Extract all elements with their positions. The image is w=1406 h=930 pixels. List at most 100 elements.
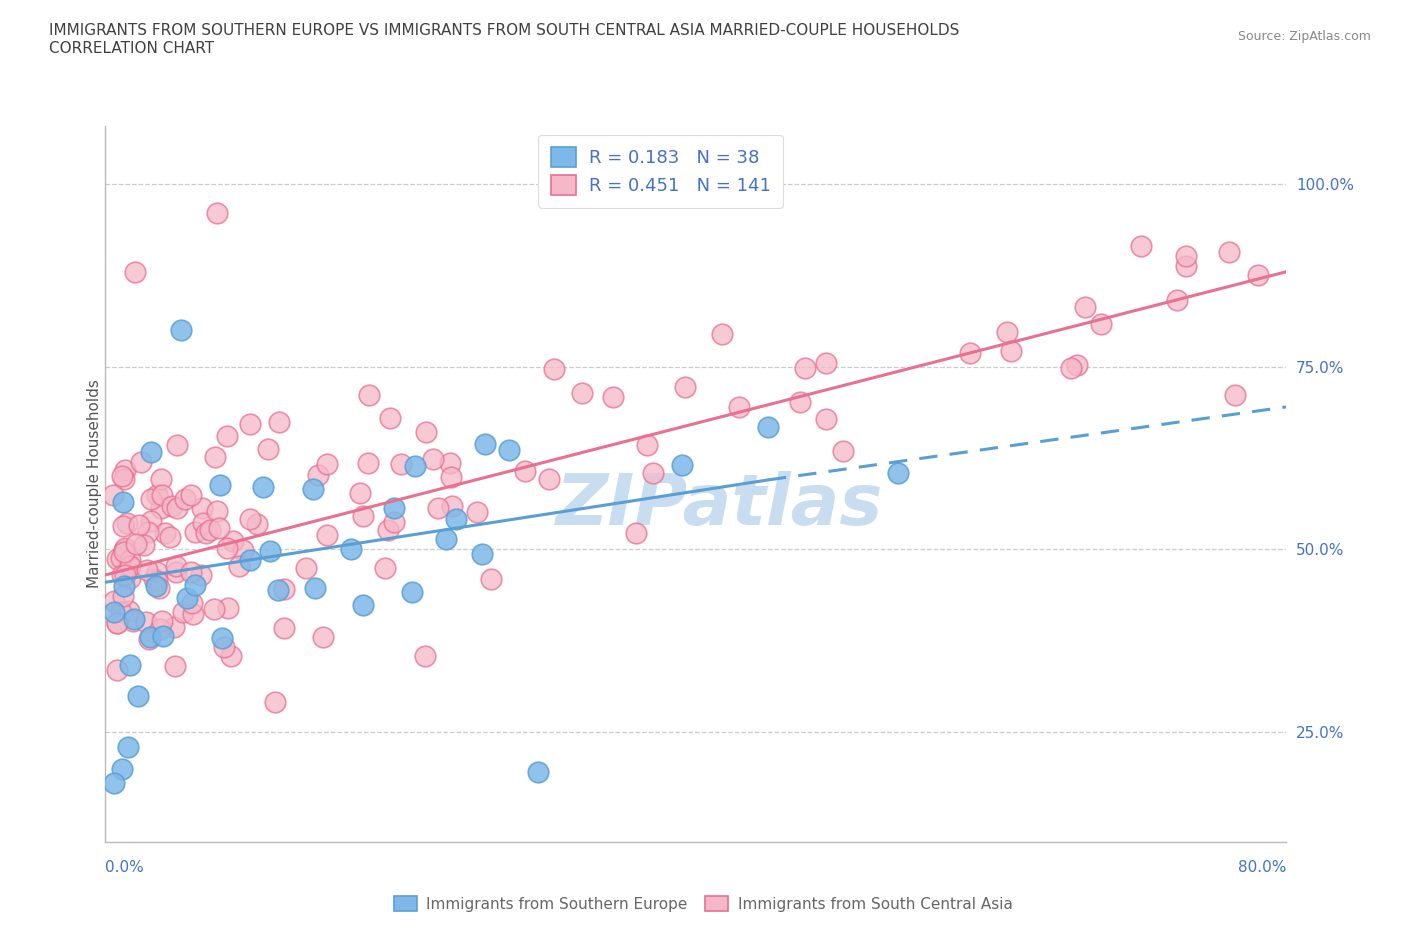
Point — [444, 512, 467, 526]
Point — [105, 551, 128, 566]
Text: ZIPatlas: ZIPatlas — [555, 471, 883, 539]
Text: 0.0%: 0.0% — [105, 860, 145, 875]
Point — [136, 563, 159, 578]
Point — [148, 621, 170, 636]
Point — [111, 761, 134, 776]
Point — [114, 462, 136, 477]
Point — [380, 410, 402, 425]
Y-axis label: Married-couple Households: Married-couple Households — [87, 379, 101, 588]
Point — [169, 323, 191, 338]
Point — [184, 525, 207, 539]
Point — [138, 630, 160, 644]
Point — [404, 458, 426, 473]
Point — [316, 527, 339, 542]
Point — [307, 468, 329, 483]
Point — [1090, 316, 1112, 331]
Point — [357, 388, 380, 403]
Point — [180, 488, 202, 503]
Point — [339, 542, 361, 557]
Point — [673, 379, 696, 394]
Point — [304, 580, 326, 595]
Point — [138, 525, 160, 539]
Point — [1129, 238, 1152, 253]
Point — [1174, 249, 1197, 264]
Point — [995, 325, 1018, 339]
Point — [112, 495, 135, 510]
Point — [498, 443, 520, 458]
Point — [422, 452, 444, 467]
Point — [112, 518, 135, 533]
Point — [166, 438, 188, 453]
Point — [118, 559, 141, 574]
Point — [1066, 357, 1088, 372]
Point — [267, 582, 290, 597]
Point — [239, 552, 262, 567]
Point — [110, 551, 132, 566]
Point — [264, 695, 287, 710]
Point — [150, 500, 173, 515]
Point — [138, 631, 160, 646]
Point — [273, 620, 295, 635]
Point — [1174, 259, 1197, 273]
Point — [148, 580, 170, 595]
Point — [105, 616, 128, 631]
Point — [357, 456, 380, 471]
Point — [117, 557, 139, 572]
Point — [217, 541, 239, 556]
Point — [110, 604, 132, 619]
Point — [141, 514, 163, 529]
Point — [103, 604, 125, 619]
Point — [112, 588, 135, 603]
Legend: Immigrants from Southern Europe, Immigrants from South Central Asia: Immigrants from Southern Europe, Immigra… — [388, 890, 1018, 918]
Point — [526, 764, 548, 779]
Point — [273, 582, 295, 597]
Text: IMMIGRANTS FROM SOUTHERN EUROPE VS IMMIGRANTS FROM SOUTH CENTRAL ASIA MARRIED-CO: IMMIGRANTS FROM SOUTHERN EUROPE VS IMMIG… — [49, 23, 959, 56]
Point — [239, 512, 262, 526]
Point — [427, 501, 450, 516]
Point — [101, 487, 124, 502]
Point — [124, 264, 146, 279]
Point — [538, 472, 561, 486]
Point — [208, 477, 231, 492]
Point — [217, 429, 239, 444]
Point — [103, 776, 125, 790]
Point — [145, 574, 167, 589]
Point — [145, 578, 167, 593]
Point — [391, 457, 413, 472]
Point — [959, 345, 981, 360]
Point — [352, 597, 374, 612]
Point — [198, 523, 221, 538]
Point — [214, 640, 236, 655]
Point — [571, 386, 593, 401]
Point — [257, 442, 280, 457]
Point — [384, 514, 406, 529]
Point — [217, 600, 239, 615]
Point — [114, 567, 136, 582]
Point — [111, 469, 134, 484]
Point — [146, 487, 169, 502]
Point — [118, 658, 141, 672]
Point — [474, 437, 496, 452]
Point — [312, 630, 335, 644]
Point — [316, 457, 339, 472]
Point — [269, 415, 291, 430]
Point — [832, 444, 855, 458]
Point — [252, 480, 274, 495]
Point — [184, 578, 207, 592]
Point — [159, 530, 181, 545]
Point — [641, 466, 664, 481]
Point — [122, 614, 145, 629]
Point — [465, 504, 488, 519]
Point — [114, 540, 136, 555]
Point — [118, 604, 141, 618]
Point — [160, 498, 183, 513]
Point — [513, 464, 536, 479]
Point — [150, 487, 173, 502]
Point — [165, 559, 187, 574]
Point — [120, 570, 142, 585]
Text: Source: ZipAtlas.com: Source: ZipAtlas.com — [1237, 30, 1371, 43]
Point — [117, 739, 139, 754]
Point — [132, 538, 155, 553]
Point — [624, 526, 647, 541]
Point — [120, 552, 142, 567]
